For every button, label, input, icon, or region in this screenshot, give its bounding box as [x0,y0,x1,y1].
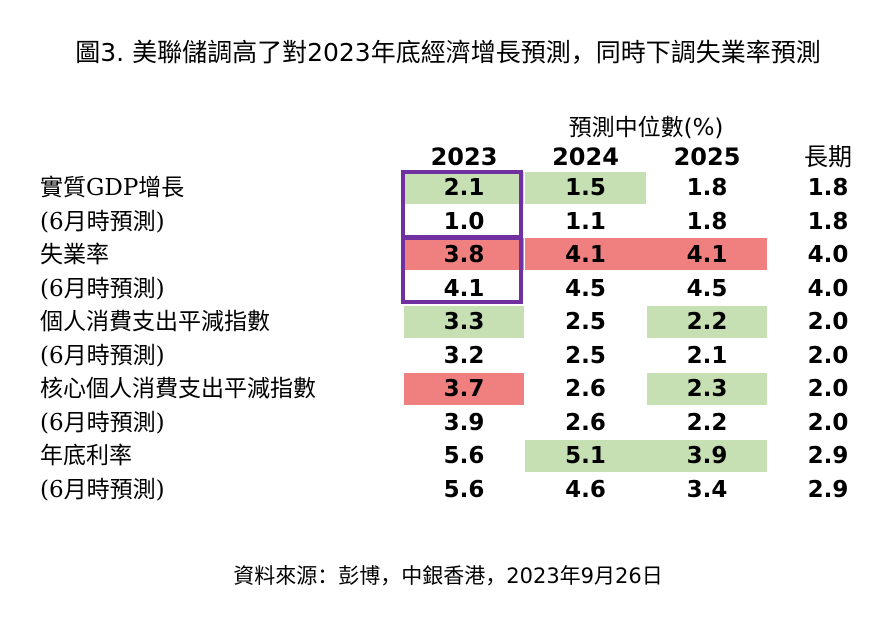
source-note: 資料來源：彭博，中銀香港，2023年9月26日 [233,564,663,588]
row-label: (6月時預測) [40,342,165,369]
table-cell: 1.8 [807,175,849,201]
table-cell: 1.8 [807,208,849,235]
highlight-pce-2025 [647,306,767,338]
row-label: 個人消費支出平減指數 [40,309,270,335]
table-cell: 3.4 [686,476,728,503]
table-cell: 3.8 [443,242,485,268]
row-label: (6月時預測) [40,409,165,436]
table-cell: 1.8 [686,208,728,235]
table-cell: 1.1 [565,208,606,235]
column-header-2025: 2025 [673,143,741,171]
column-header-longer-run: 長期 [804,143,852,171]
highlight-gdp-2023 [404,172,524,204]
forecast-median-heading: 預測中位數(%) [568,115,724,141]
table-cell: 2.1 [443,175,485,201]
highlight-core-pce-2023 [404,373,524,405]
table-cell: 2.6 [565,376,606,402]
table-cell: 2.9 [807,476,849,503]
highlight-rate-2024-2025 [525,440,767,472]
table-cell: 4.5 [686,275,728,302]
highlight-gdp-2024 [525,172,646,204]
table-cell: 3.7 [443,376,485,402]
table-cell: 4.1 [443,275,485,302]
table-cell: 4.6 [565,476,606,503]
row-label: (6月時預測) [40,275,165,302]
table-cell: 3.3 [443,309,485,335]
row-label: 失業率 [40,242,109,268]
table-cell: 1.0 [443,208,485,235]
table-cell: 2.2 [686,409,728,436]
row-label: 年底利率 [40,443,132,469]
highlight-unemployment-2023 [404,238,524,270]
highlight-unemployment-2024-2025 [525,238,767,270]
table-cell: 2.3 [686,376,728,402]
table-cell: 2.0 [807,309,849,335]
table-cell: 2.5 [565,342,606,369]
table-cell: 2.0 [807,342,849,369]
outline-box-unemployment-2023 [401,236,523,304]
table-cell: 2.1 [686,342,728,369]
figure-title: 圖3. 美聯儲調高了對2023年底經濟增長預測，同時下調失業率預測 [75,38,821,67]
table-cell: 5.6 [443,476,485,503]
table-cell: 4.1 [565,242,606,268]
table-cell: 2.0 [807,376,849,402]
table-cell: 1.8 [686,175,728,201]
table-cell: 2.2 [686,309,728,335]
column-header-2023: 2023 [430,143,498,171]
column-header-2024: 2024 [552,143,619,171]
highlight-core-pce-2025 [647,373,767,405]
table-cell: 2.0 [807,409,849,436]
table-cell: 2.9 [807,443,849,469]
row-label: 實質GDP增長 [40,175,185,201]
row-label: (6月時預測) [40,208,165,235]
highlight-pce-2023 [404,306,524,338]
table-cell: 5.1 [565,443,606,469]
table-cell: 1.5 [565,175,606,201]
table-cell: 5.6 [443,443,485,469]
table-cell: 4.0 [807,242,849,268]
row-label: 核心個人消費支出平減指數 [40,376,316,402]
table-cell: 4.1 [686,242,728,268]
table-cell: 3.9 [443,409,485,436]
table-cell: 2.5 [565,309,606,335]
table-cell: 4.0 [807,275,849,302]
table-cell: 3.9 [686,443,728,469]
table-cell: 4.5 [565,275,606,302]
table-cell: 2.6 [565,409,606,436]
row-label: (6月時預測) [40,476,165,503]
table-cell: 3.2 [443,342,485,369]
